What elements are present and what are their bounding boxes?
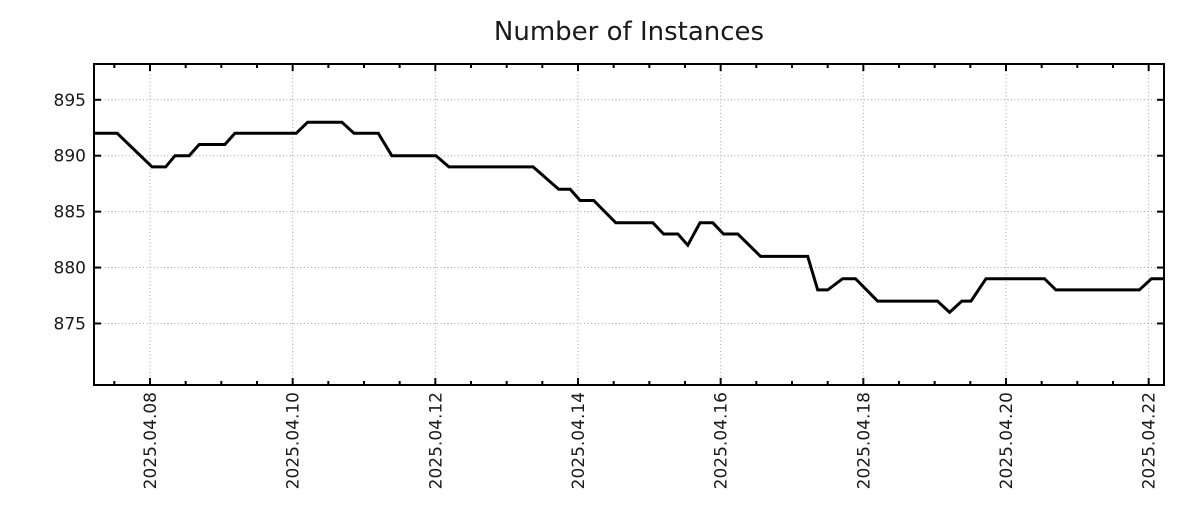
y-tick-label: 880: [54, 259, 86, 279]
y-tick-label: 875: [54, 314, 86, 334]
x-tick-label: 2025.04.20: [997, 392, 1017, 489]
y-tick-label: 895: [54, 91, 86, 111]
x-tick-label: 2025.04.12: [426, 392, 446, 489]
x-tick-label: 2025.04.16: [712, 392, 732, 489]
y-tick-label: 885: [54, 203, 86, 223]
chart-title: Number of Instances: [494, 17, 764, 47]
y-tick-label: 890: [54, 147, 86, 167]
x-tick-label: 2025.04.08: [141, 392, 161, 489]
x-tick-label: 2025.04.22: [1140, 392, 1160, 489]
x-tick-label: 2025.04.18: [854, 392, 874, 489]
plot-border: [93, 63, 1165, 386]
x-tick-label: 2025.04.10: [284, 392, 304, 489]
x-tick-label: 2025.04.14: [569, 392, 589, 489]
data-series-line: [94, 120, 1164, 315]
